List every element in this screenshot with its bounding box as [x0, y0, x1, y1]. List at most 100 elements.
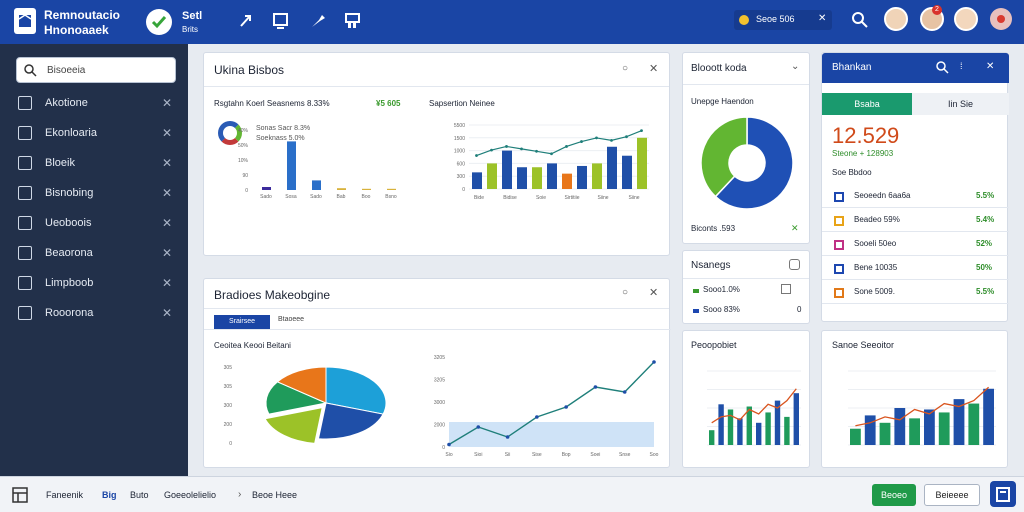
search-input[interactable]: Bisoeeia: [47, 65, 86, 76]
list-item[interactable]: Sooeli 50eo 52%: [822, 234, 1009, 256]
bottombar-item[interactable]: Goeeolelielio: [164, 490, 217, 500]
bar: [983, 388, 994, 445]
close-icon[interactable]: ✕: [791, 223, 799, 233]
combo-chart: [707, 370, 801, 446]
bar: [894, 408, 906, 445]
close-icon[interactable]: ✕: [649, 287, 659, 299]
edit-icon[interactable]: [781, 284, 791, 294]
app-logo-icon: [14, 8, 36, 34]
item-value: 50%: [976, 263, 993, 272]
app-title-line1: Remnoutacio: [44, 8, 121, 22]
bar: [487, 163, 497, 189]
sub-value: Steone + 128903: [832, 149, 894, 158]
item-label: Beadeo 59%: [854, 215, 900, 224]
x-tick-label: Sii: [505, 452, 511, 458]
close-icon[interactable]: ✕: [162, 126, 173, 140]
refresh-icon[interactable]: ○: [622, 287, 629, 298]
avatar[interactable]: [884, 7, 908, 31]
record-icon[interactable]: [990, 8, 1012, 30]
search-icon[interactable]: [851, 11, 869, 32]
legend-item: Sonas Sacr 8.3%: [256, 125, 311, 132]
list-item[interactable]: Seoeedn 6aa6a 5.5%: [822, 186, 1009, 208]
bottombar-item[interactable]: Faneenik: [46, 490, 84, 500]
panel-title: Ukina Bisbos: [214, 63, 285, 77]
refresh-icon[interactable]: ○: [622, 63, 629, 74]
sidebar-item[interactable]: Rooorona ✕: [0, 299, 188, 329]
file-icon: [18, 156, 32, 170]
sidebar-item[interactable]: Ekonloaria ✕: [0, 119, 188, 149]
bar: [709, 430, 715, 445]
y-tick-label: 300: [224, 403, 233, 409]
list-item[interactable]: Sone 5009. 5.5%: [822, 282, 1009, 304]
x-tick-label: Siine: [597, 195, 608, 201]
close-icon[interactable]: ✕: [162, 156, 173, 170]
close-icon[interactable]: ✕: [818, 13, 827, 24]
search-icon: [23, 63, 37, 80]
sidebar-item[interactable]: Limpboob ✕: [0, 269, 188, 299]
item-label: Bene 10035: [854, 263, 898, 272]
sidebar-item[interactable]: Bisnobing ✕: [0, 179, 188, 209]
close-icon[interactable]: ✕: [162, 186, 173, 200]
x-tick-label: Sosa: [285, 194, 297, 200]
bottombar-item[interactable]: Big: [102, 490, 117, 500]
monitor-icon[interactable]: [272, 12, 290, 33]
list-item[interactable]: Bene 10035 50%: [822, 258, 1009, 280]
ratings-panel: Nsanegs Sooo1.0% Sooo 83% 0: [682, 250, 810, 324]
settings-icon[interactable]: [789, 259, 800, 270]
x-tick-label: Bidise: [503, 195, 517, 201]
avatar[interactable]: [954, 7, 978, 31]
x-tick-label: Soei: [590, 452, 600, 458]
item-value: 52%: [976, 239, 993, 248]
bar: [909, 418, 920, 445]
close-icon[interactable]: ✕: [649, 63, 659, 75]
tab-other[interactable]: Btaoeee: [278, 316, 305, 323]
sidebar-item[interactable]: Bloeik ✕: [0, 149, 188, 179]
bottombar-item[interactable]: Beoe Heee: [252, 490, 298, 500]
help-icon[interactable]: [990, 481, 1016, 507]
tab-active[interactable]: Bsaba: [822, 93, 912, 115]
bottombar-item[interactable]: Buto: [130, 490, 149, 500]
bar: [562, 173, 572, 189]
combo-chart: [848, 370, 996, 446]
item-label: Seoeedn 6aa6a: [854, 191, 911, 200]
status-pill[interactable]: Seoe 506 ✕: [734, 10, 832, 30]
sidebar-item[interactable]: Ueoboois ✕: [0, 209, 188, 239]
y-tick-label: 2000: [434, 423, 445, 429]
sidebar: Bisoeeia Akotione ✕ Ekonloaria ✕ Bloeik ✕ Bisn…: [0, 44, 188, 476]
table-icon[interactable]: [12, 487, 28, 506]
primary-button[interactable]: Beoeo: [872, 484, 916, 506]
tools-icon[interactable]: [309, 12, 327, 33]
bar: [784, 416, 790, 445]
close-icon[interactable]: ✕: [162, 306, 173, 320]
panel-title: Sanoe Seeoitor: [832, 340, 895, 350]
search-field[interactable]: Bisoeeia: [16, 57, 176, 83]
tab-active[interactable]: Srairsee: [214, 315, 270, 329]
close-icon[interactable]: ✕: [162, 246, 173, 260]
chart-icon[interactable]: [344, 12, 362, 33]
check-icon[interactable]: [146, 9, 172, 35]
bar: [879, 422, 891, 445]
pie-slice: [317, 402, 384, 440]
bar-chart: 0 90 10% 50% 40% Sado Sosa Sado Bab Boo Bsno: [238, 128, 397, 200]
pie-chart: 0 200 300 305 305: [224, 365, 387, 447]
search-icon[interactable]: [936, 61, 949, 77]
sub-label: Soe Bbdoo: [832, 168, 872, 177]
item-value: 5.4%: [976, 215, 995, 224]
close-icon[interactable]: ✕: [162, 216, 173, 230]
sidebar-item[interactable]: Akotione ✕: [0, 89, 188, 119]
close-icon[interactable]: ✕: [162, 276, 173, 290]
bar: [718, 404, 724, 445]
status-dot: [693, 289, 699, 293]
chevron-down-icon[interactable]: ⌄: [791, 61, 800, 72]
close-icon[interactable]: ✕: [162, 96, 173, 110]
close-icon[interactable]: ✕: [986, 61, 995, 72]
tab-other[interactable]: Iin Sie: [912, 93, 1009, 115]
people-icon: [18, 276, 32, 290]
share-icon[interactable]: [238, 12, 254, 33]
bar: [262, 187, 271, 190]
list-item[interactable]: Beadeo 59% 5.4%: [822, 210, 1009, 232]
sidebar-item[interactable]: Beaorona ✕: [0, 239, 188, 269]
more-icon[interactable]: ⁞: [960, 61, 963, 71]
item-value: 5.5%: [976, 191, 995, 200]
secondary-button[interactable]: Beieeee: [924, 484, 980, 506]
